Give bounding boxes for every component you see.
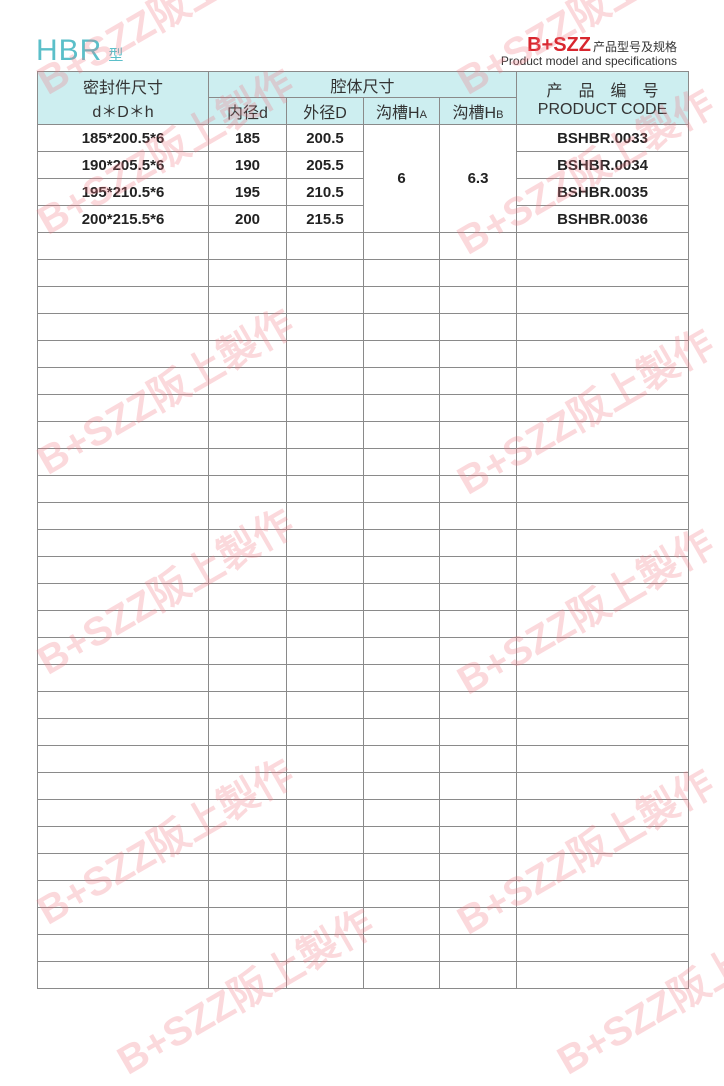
empty-row [37, 880, 690, 908]
empty-row [37, 961, 690, 989]
empty-row [37, 529, 690, 557]
spec-table: 密封件尺寸 d＊D＊h 腔体尺寸 产 品 编 号 PRODUCT CODE 内径d … [37, 71, 690, 989]
cell-outer: 215.5 [286, 205, 364, 233]
cell-ha: 6 [363, 124, 440, 233]
cell-size: 200*215.5*6 [37, 205, 209, 233]
cell-size: 190*205.5*6 [37, 151, 209, 179]
cell-code: BSHBR.0035 [516, 178, 690, 206]
header-cavity-size: 腔体尺寸 [207, 71, 518, 98]
empty-row [37, 421, 690, 449]
empty-row [37, 259, 690, 287]
empty-row [37, 799, 690, 827]
table-row: 190*205.5*6 190 205.5 BSHBR.0034 [37, 151, 690, 179]
cell-size: 185*200.5*6 [37, 124, 209, 152]
empty-row [37, 286, 690, 314]
cell-outer: 210.5 [286, 178, 364, 206]
empty-row [37, 610, 690, 638]
empty-row [37, 853, 690, 881]
brand-subtitle: 产品型号及规格 [592, 40, 677, 54]
header-seal-size: 密封件尺寸 d＊D＊h [37, 71, 209, 125]
empty-row [37, 367, 690, 395]
brand-block: B+SZZ 产品型号及规格 Product model and specifica… [501, 34, 677, 68]
empty-row [37, 637, 690, 665]
header-inner-diameter: 内径d [208, 97, 287, 125]
header-outer-diameter: 外径D [286, 97, 364, 125]
empty-row [37, 745, 690, 773]
cell-outer: 200.5 [286, 124, 364, 152]
empty-row [37, 826, 690, 854]
empty-row [37, 718, 690, 746]
table-row: 195*210.5*6 195 210.5 BSHBR.0035 [37, 178, 690, 206]
table-row: 185*200.5*6 185 200.5 6 6.3 BSHBR.0033 [37, 124, 690, 233]
empty-row [37, 394, 690, 422]
empty-row [37, 448, 690, 476]
empty-row [37, 556, 690, 584]
empty-row [37, 664, 690, 692]
page-title: HBR 型 [36, 34, 124, 68]
empty-row [37, 502, 690, 530]
empty-row [37, 475, 690, 503]
title-suffix: 型 [108, 47, 125, 64]
brand-logo: B+SZZ [527, 34, 591, 56]
cell-inner: 195 [208, 178, 287, 206]
cell-hb: 6.3 [438, 124, 518, 233]
empty-row [37, 313, 690, 341]
cell-code: BSHBR.0034 [516, 151, 690, 179]
cell-code: BSHBR.0036 [516, 205, 690, 233]
empty-row [37, 691, 690, 719]
cell-inner: 185 [208, 124, 287, 152]
empty-row [37, 772, 690, 800]
cell-outer: 205.5 [286, 151, 364, 179]
cell-inner: 200 [208, 205, 287, 233]
empty-row [37, 934, 690, 962]
cell-code: BSHBR.0033 [516, 124, 690, 152]
title-text: HBR [36, 34, 103, 67]
cell-size: 195*210.5*6 [37, 178, 209, 206]
table-row: 200*215.5*6 200 215.5 BSHBR.0036 [37, 205, 690, 233]
header-product-code: 产 品 编 号 PRODUCT CODE [516, 71, 690, 125]
empty-row [37, 340, 690, 368]
header-groove-ha: 沟槽HA [363, 97, 440, 125]
empty-row [37, 583, 690, 611]
header-groove-hb: 沟槽HB [438, 97, 518, 125]
brand-english: Product model and specifications [500, 54, 677, 68]
empty-row [37, 232, 690, 260]
cell-inner: 190 [208, 151, 287, 179]
empty-row [37, 907, 690, 935]
